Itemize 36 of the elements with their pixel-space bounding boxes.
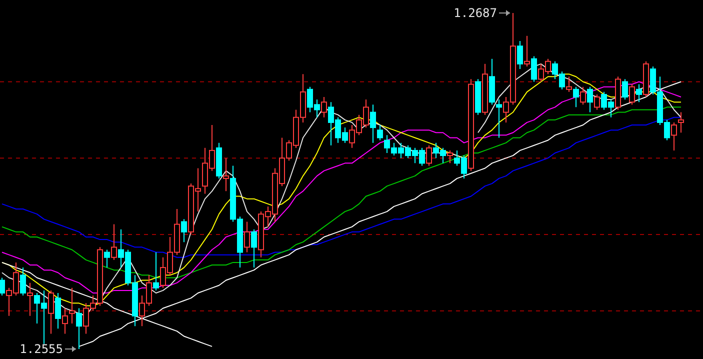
candlestick [153,252,159,291]
candlestick [20,267,26,296]
candlestick [629,84,635,106]
candlestick [426,144,432,166]
candlestick [447,150,453,164]
candlestick [69,287,75,324]
candlestick [27,282,33,316]
candlestick [587,86,593,113]
candlestick [321,96,327,118]
candlestick [244,221,250,253]
candlestick [48,290,54,334]
candlestick [223,158,229,192]
candlestick [678,112,684,134]
candlestick [62,308,68,334]
candlestick [636,84,642,103]
candlestick [370,104,376,144]
candlestick [76,308,82,350]
candlestick [496,99,502,138]
annotation: 1.2555 [20,342,63,356]
annotation: 1.2687 [454,6,497,20]
candlestick [524,35,530,67]
candlestick [251,228,257,268]
candlestick [671,122,677,151]
candlestick [573,86,579,108]
candlestick [104,249,110,268]
candlestick [517,40,523,70]
candlestick [0,277,5,296]
candlestick [566,76,572,92]
candlestick [594,94,600,110]
candlestick [55,292,61,330]
candlestick [377,124,383,141]
candlestick [622,78,628,100]
candlestick [580,86,586,106]
candlestick [181,218,187,243]
candlestick [531,56,537,82]
candlestick [111,224,117,260]
